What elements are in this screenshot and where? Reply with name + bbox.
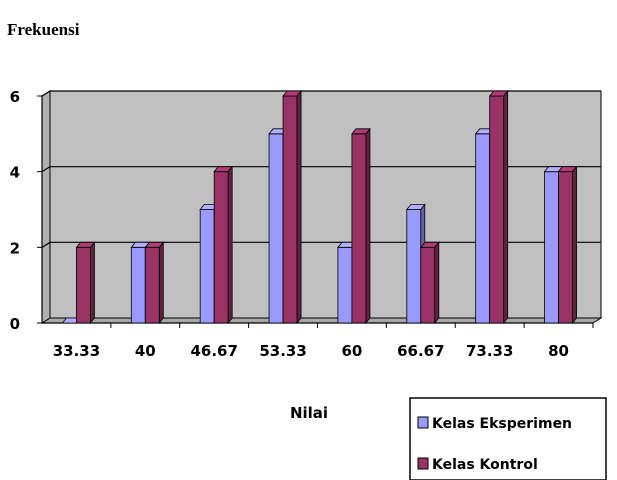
x-tick-label-33-33: 33.33 [53, 342, 100, 360]
plot-floor [40, 317, 603, 324]
y-tick-label: 2 [10, 239, 20, 257]
plot-side-wall [41, 90, 51, 324]
bar-kelas-kontrol-73-33 [488, 89, 509, 325]
legend-box [409, 397, 607, 480]
legend: Kelas Eksperimen Kelas Kontrol [409, 397, 607, 480]
x-tick-label-73-33: 73.33 [466, 342, 513, 360]
bar-kelas-kontrol-46-67 [213, 165, 234, 325]
y-tick-label: 6 [10, 88, 20, 106]
legend-label-kelas-kontrol: Kelas Kontrol [432, 457, 538, 473]
x-tick-label-40: 40 [135, 342, 156, 360]
bar-kelas-kontrol-66-67 [419, 241, 440, 325]
x-tick-label-66-67: 66.67 [397, 342, 444, 360]
legend-label-kelas-eksperimen: Kelas Eksperimen [432, 416, 572, 432]
x-tick-label-80: 80 [548, 342, 569, 360]
bar-kelas-kontrol-53-33 [282, 89, 302, 325]
bar-kelas-kontrol-40 [144, 241, 165, 325]
y-axis-ticks: 0 2 4 6 [10, 88, 42, 333]
legend-swatch-kelas-eksperimen [417, 416, 429, 429]
gridline [41, 166, 601, 173]
y-tick-label: 0 [10, 315, 20, 333]
bar-kelas-kontrol-80 [557, 165, 578, 325]
bars [61, 89, 578, 325]
x-tick-label-60: 60 [342, 342, 363, 360]
bar-kelas-kontrol-33-33 [75, 241, 96, 325]
plot-area [40, 90, 603, 324]
gridline [41, 90, 601, 97]
legend-swatch-kelas-kontrol [417, 457, 429, 470]
x-tick-label-46-67: 46.67 [190, 342, 237, 360]
x-tick-label-53-33: 53.33 [259, 342, 306, 360]
y-tick-label: 4 [10, 164, 20, 182]
y-axis-title: Frekuensi [7, 20, 80, 39]
x-axis-categories: 33.33 40 46.67 53.33 60 66.67 73.33 80 [53, 323, 594, 360]
bar-kelas-kontrol-60 [351, 127, 371, 325]
x-axis-title: Nilai [290, 404, 328, 422]
